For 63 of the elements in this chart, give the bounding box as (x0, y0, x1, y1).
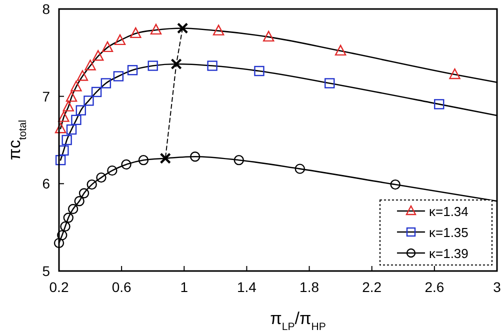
point (62, 100, 74, 112)
point (54, 122, 66, 134)
point (60, 221, 70, 232)
x-tick-label: 2.6 (424, 279, 444, 295)
point (62, 134, 72, 146)
x-tick-label: 3 (493, 279, 502, 295)
point (324, 78, 335, 88)
point (212, 24, 224, 36)
x-axis-title: π$_{LP}$/π$_{HP}$ (270, 309, 326, 333)
point (113, 71, 124, 82)
point (150, 24, 162, 35)
x-tick-label: 1.4 (236, 279, 257, 295)
x-tick-label: 1.8 (300, 279, 320, 295)
legend-label: κ=1.34 (429, 204, 468, 219)
point (55, 154, 66, 166)
point (78, 188, 90, 198)
y-tick-label: 5 (42, 263, 50, 279)
point (434, 99, 444, 110)
point (107, 165, 118, 176)
point (102, 41, 114, 52)
point (190, 151, 200, 162)
point (390, 179, 400, 190)
point (449, 68, 460, 80)
point (96, 172, 106, 183)
point (86, 179, 97, 190)
point (66, 91, 78, 102)
point (138, 154, 149, 166)
x-tick-label: 0.6 (112, 279, 132, 295)
point (76, 105, 86, 116)
x-tick-label: 2.2 (362, 279, 382, 295)
y-tick-label: 7 (42, 88, 50, 104)
point (207, 60, 218, 71)
point (66, 124, 77, 135)
point (84, 60, 96, 70)
point (57, 230, 68, 240)
point (234, 154, 244, 166)
point (121, 159, 132, 170)
x-tick-label: 1 (180, 279, 188, 295)
legend-label: κ=1.39 (429, 246, 468, 261)
point (63, 212, 74, 223)
point (334, 44, 346, 56)
point (130, 27, 142, 38)
point (71, 114, 82, 126)
point (91, 86, 102, 98)
point (114, 34, 126, 46)
y-tick-label: 8 (42, 1, 50, 17)
point (254, 66, 264, 76)
point (127, 65, 138, 76)
legend-label: κ=1.35 (429, 225, 468, 240)
point (263, 30, 274, 42)
point (84, 96, 94, 106)
point (92, 50, 104, 61)
point (74, 196, 84, 206)
x-tick-label: 0.2 (49, 279, 69, 295)
point (70, 80, 82, 92)
point (54, 238, 64, 248)
point (68, 204, 78, 214)
point (76, 70, 88, 81)
y-tick-label: 6 (42, 176, 50, 192)
point (294, 164, 305, 174)
point (148, 60, 158, 71)
point (100, 78, 112, 88)
point (58, 111, 70, 122)
